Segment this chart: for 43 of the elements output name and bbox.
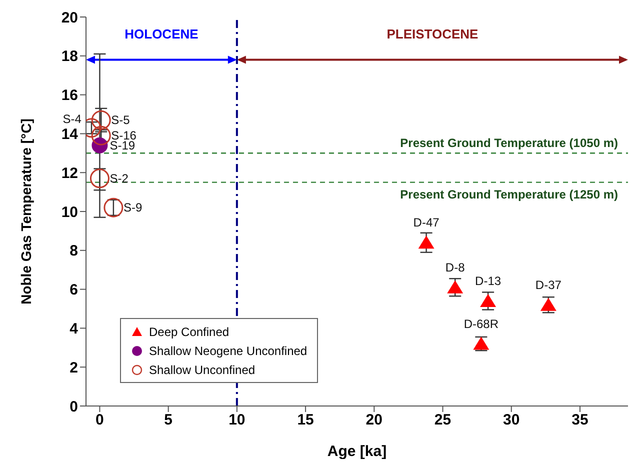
x-tick-label: 30 [503, 412, 520, 429]
y-tick-label: 20 [61, 9, 78, 26]
point [447, 280, 464, 294]
point [91, 126, 111, 146]
y-tick-label: 0 [70, 398, 78, 416]
x-tick-label: 10 [228, 412, 246, 429]
ref-line-label: Present Ground Temperature (1050 m) [400, 136, 618, 150]
legend-label: Deep Confined [149, 324, 230, 338]
y-tick-label: 2 [70, 359, 78, 376]
annotation: HOLOCENE [124, 26, 199, 42]
y-tick-label: 10 [61, 204, 78, 221]
y-tick-label: 16 [61, 87, 78, 104]
y-tick-label: 18 [61, 48, 78, 66]
x-tick-label: 20 [366, 412, 382, 429]
annotation: S-9 [123, 200, 142, 215]
x-tick-label: 25 [434, 412, 452, 429]
x-tick-label: 5 [164, 412, 172, 429]
annotation: PLEISTOCENE [386, 26, 479, 42]
ref-line-label: Present Ground Temperature (1250 m) [400, 187, 618, 202]
point [540, 298, 556, 311]
annotation: D-37 [535, 278, 562, 292]
annotation: S-5 [111, 113, 130, 128]
x-tick-label: 0 [96, 412, 104, 429]
y-tick-label: 4 [70, 320, 79, 338]
x-axis-title: Age [ka] [327, 443, 387, 460]
legend-label: Shallow Unconfined [149, 362, 256, 376]
annotation: D-68R [464, 316, 499, 331]
y-tick-label: 12 [61, 164, 78, 182]
x-tick-label: 15 [297, 412, 314, 429]
point [418, 236, 434, 249]
point [480, 294, 496, 307]
legend-label: Shallow Neogene Unconfined [149, 344, 308, 358]
annotation: S-2 [110, 171, 129, 186]
y-tick-label: 14 [61, 126, 79, 144]
y-tick-label: 8 [70, 242, 78, 260]
y-tick-label: 6 [70, 282, 78, 299]
annotation: S-4 [62, 112, 82, 126]
annotation: D-13 [475, 274, 502, 288]
annotation: D-47 [413, 216, 440, 230]
y-axis-title: Noble Gas Temperature [°C] [18, 118, 34, 304]
point [90, 168, 110, 188]
annotation: D-8 [445, 260, 466, 274]
x-tick-label: 35 [572, 412, 588, 429]
